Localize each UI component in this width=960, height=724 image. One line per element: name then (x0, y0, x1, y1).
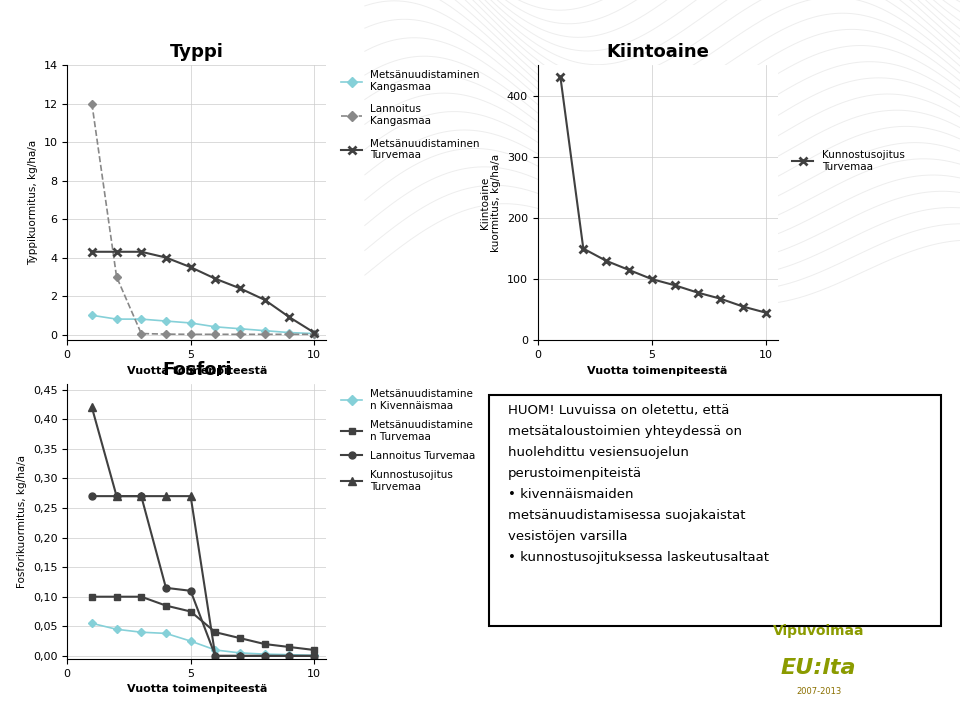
X-axis label: Vuotta toimenpiteestä: Vuotta toimenpiteestä (127, 684, 267, 694)
Text: EU:lta: EU:lta (780, 657, 856, 678)
Legend: Kunnostusojitus
Turvemaa: Kunnostusojitus Turvemaa (792, 150, 904, 172)
Title: Typpi: Typpi (170, 43, 224, 61)
Legend: Metsänuudistaminen
Kangasmaa, Lannoitus
Kangasmaa, Metsänuudistaminen
Turvemaa: Metsänuudistaminen Kangasmaa, Lannoitus … (341, 70, 480, 160)
Title: Kiintoaine: Kiintoaine (606, 43, 709, 61)
X-axis label: Vuotta toimenpiteestä: Vuotta toimenpiteestä (127, 366, 267, 376)
Legend: Metsänuudistamine
n Kivennäismaa, Metsänuudistamine
n Turvemaa, Lannoitus Turvem: Metsänuudistamine n Kivennäismaa, Metsän… (341, 389, 475, 492)
FancyBboxPatch shape (490, 395, 941, 626)
Title: Fosfori: Fosfori (162, 361, 231, 379)
Y-axis label: Typpikuormitus, kg/ha/a: Typpikuormitus, kg/ha/a (28, 140, 37, 265)
Y-axis label: Kiintoaine
kuormitus, kg/ha/a: Kiintoaine kuormitus, kg/ha/a (480, 153, 501, 252)
Text: 2007-2013: 2007-2013 (796, 686, 841, 696)
Text: Vipuvoimaa: Vipuvoimaa (773, 624, 864, 638)
X-axis label: Vuotta toimenpiteestä: Vuotta toimenpiteestä (588, 366, 728, 376)
Y-axis label: Fosforikuormitus, kg/ha/a: Fosforikuormitus, kg/ha/a (17, 455, 27, 588)
Text: HUOM! Luvuissa on oletettu, että
metsätaloustoimien yhteydessä on
huolehdittu ve: HUOM! Luvuissa on oletettu, että metsäta… (508, 404, 769, 564)
